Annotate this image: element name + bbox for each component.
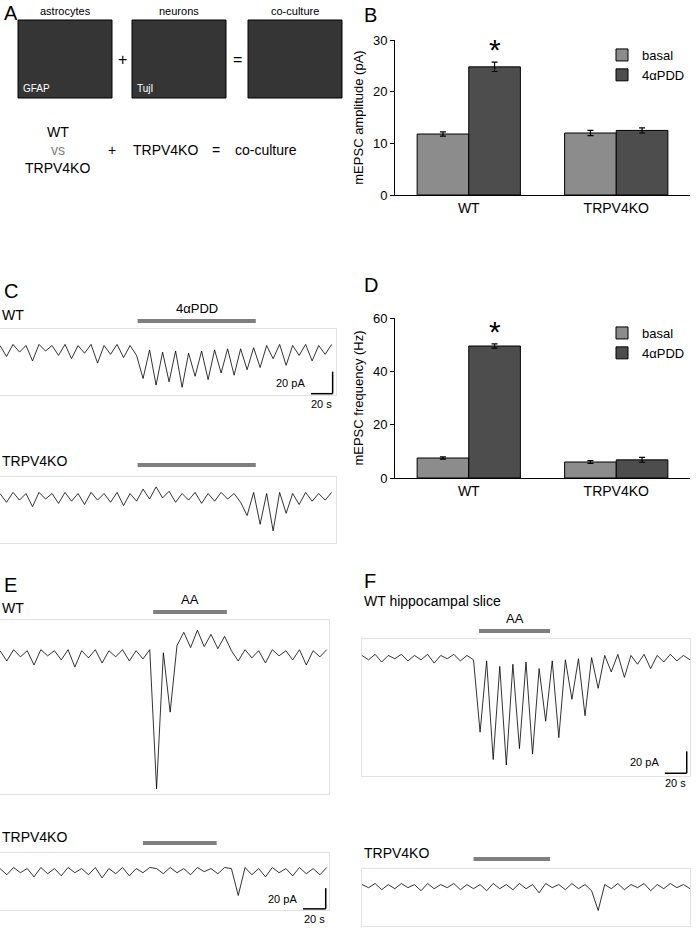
svg-text:TRPV4KO: TRPV4KO bbox=[364, 845, 429, 861]
svg-text:B: B bbox=[364, 4, 377, 26]
svg-text:TRPV4KO: TRPV4KO bbox=[2, 829, 67, 845]
svg-text:0: 0 bbox=[380, 471, 387, 486]
svg-text:20 s: 20 s bbox=[665, 777, 686, 789]
svg-text:WT: WT bbox=[458, 483, 480, 499]
svg-text:E: E bbox=[4, 574, 17, 596]
svg-text:20 pA: 20 pA bbox=[630, 756, 659, 768]
svg-text:20 s: 20 s bbox=[311, 398, 332, 410]
svg-text:co-culture: co-culture bbox=[271, 5, 319, 17]
svg-text:TRPV4KO: TRPV4KO bbox=[584, 200, 649, 216]
svg-text:4αPDD: 4αPDD bbox=[642, 346, 684, 361]
svg-text:+: + bbox=[118, 51, 127, 68]
svg-text:astrocytes: astrocytes bbox=[40, 5, 91, 17]
svg-text:TujI: TujI bbox=[137, 83, 153, 94]
svg-text:GFAP: GFAP bbox=[23, 83, 50, 94]
svg-text:TRPV4KO: TRPV4KO bbox=[584, 483, 649, 499]
svg-text:mEPSC frequency (Hz): mEPSC frequency (Hz) bbox=[351, 330, 366, 465]
svg-text:C: C bbox=[4, 280, 18, 302]
svg-text:WT: WT bbox=[2, 600, 24, 616]
svg-text:WT: WT bbox=[47, 124, 69, 140]
svg-text:basal: basal bbox=[642, 48, 673, 63]
svg-text:co-culture: co-culture bbox=[235, 142, 297, 158]
svg-text:4αPDD: 4αPDD bbox=[176, 301, 218, 316]
svg-text:*: * bbox=[489, 315, 501, 348]
svg-text:20: 20 bbox=[373, 84, 387, 99]
svg-text:*: * bbox=[489, 33, 501, 66]
svg-text:=: = bbox=[212, 142, 220, 158]
svg-text:20 pA: 20 pA bbox=[276, 377, 305, 389]
svg-text:10: 10 bbox=[373, 136, 387, 151]
svg-text:0: 0 bbox=[380, 188, 387, 203]
svg-text:30: 30 bbox=[373, 33, 387, 48]
svg-text:AA: AA bbox=[181, 592, 199, 607]
svg-text:mEPSC amplitude (pA): mEPSC amplitude (pA) bbox=[351, 50, 366, 184]
svg-text:+: + bbox=[108, 142, 116, 158]
svg-text:F: F bbox=[364, 570, 376, 592]
svg-text:20 s: 20 s bbox=[304, 913, 325, 925]
svg-text:TRPV4KO: TRPV4KO bbox=[133, 142, 198, 158]
svg-text:WT: WT bbox=[2, 307, 24, 323]
svg-text:vs: vs bbox=[51, 142, 65, 158]
svg-text:WT hippocampal slice: WT hippocampal slice bbox=[364, 593, 501, 609]
svg-text:4αPDD: 4αPDD bbox=[642, 68, 684, 83]
svg-text:A: A bbox=[4, 2, 18, 24]
svg-text:TRPV4KO: TRPV4KO bbox=[2, 453, 67, 469]
svg-text:20 pA: 20 pA bbox=[268, 893, 297, 905]
svg-text:60: 60 bbox=[373, 311, 387, 326]
svg-text:20: 20 bbox=[373, 417, 387, 432]
svg-text:AA: AA bbox=[506, 611, 524, 626]
svg-text:40: 40 bbox=[373, 364, 387, 379]
svg-text:WT: WT bbox=[458, 200, 480, 216]
svg-text:=: = bbox=[233, 51, 242, 68]
svg-text:D: D bbox=[364, 274, 378, 296]
svg-text:basal: basal bbox=[642, 326, 673, 341]
svg-text:neurons: neurons bbox=[159, 5, 199, 17]
svg-text:TRPV4KO: TRPV4KO bbox=[25, 160, 90, 176]
